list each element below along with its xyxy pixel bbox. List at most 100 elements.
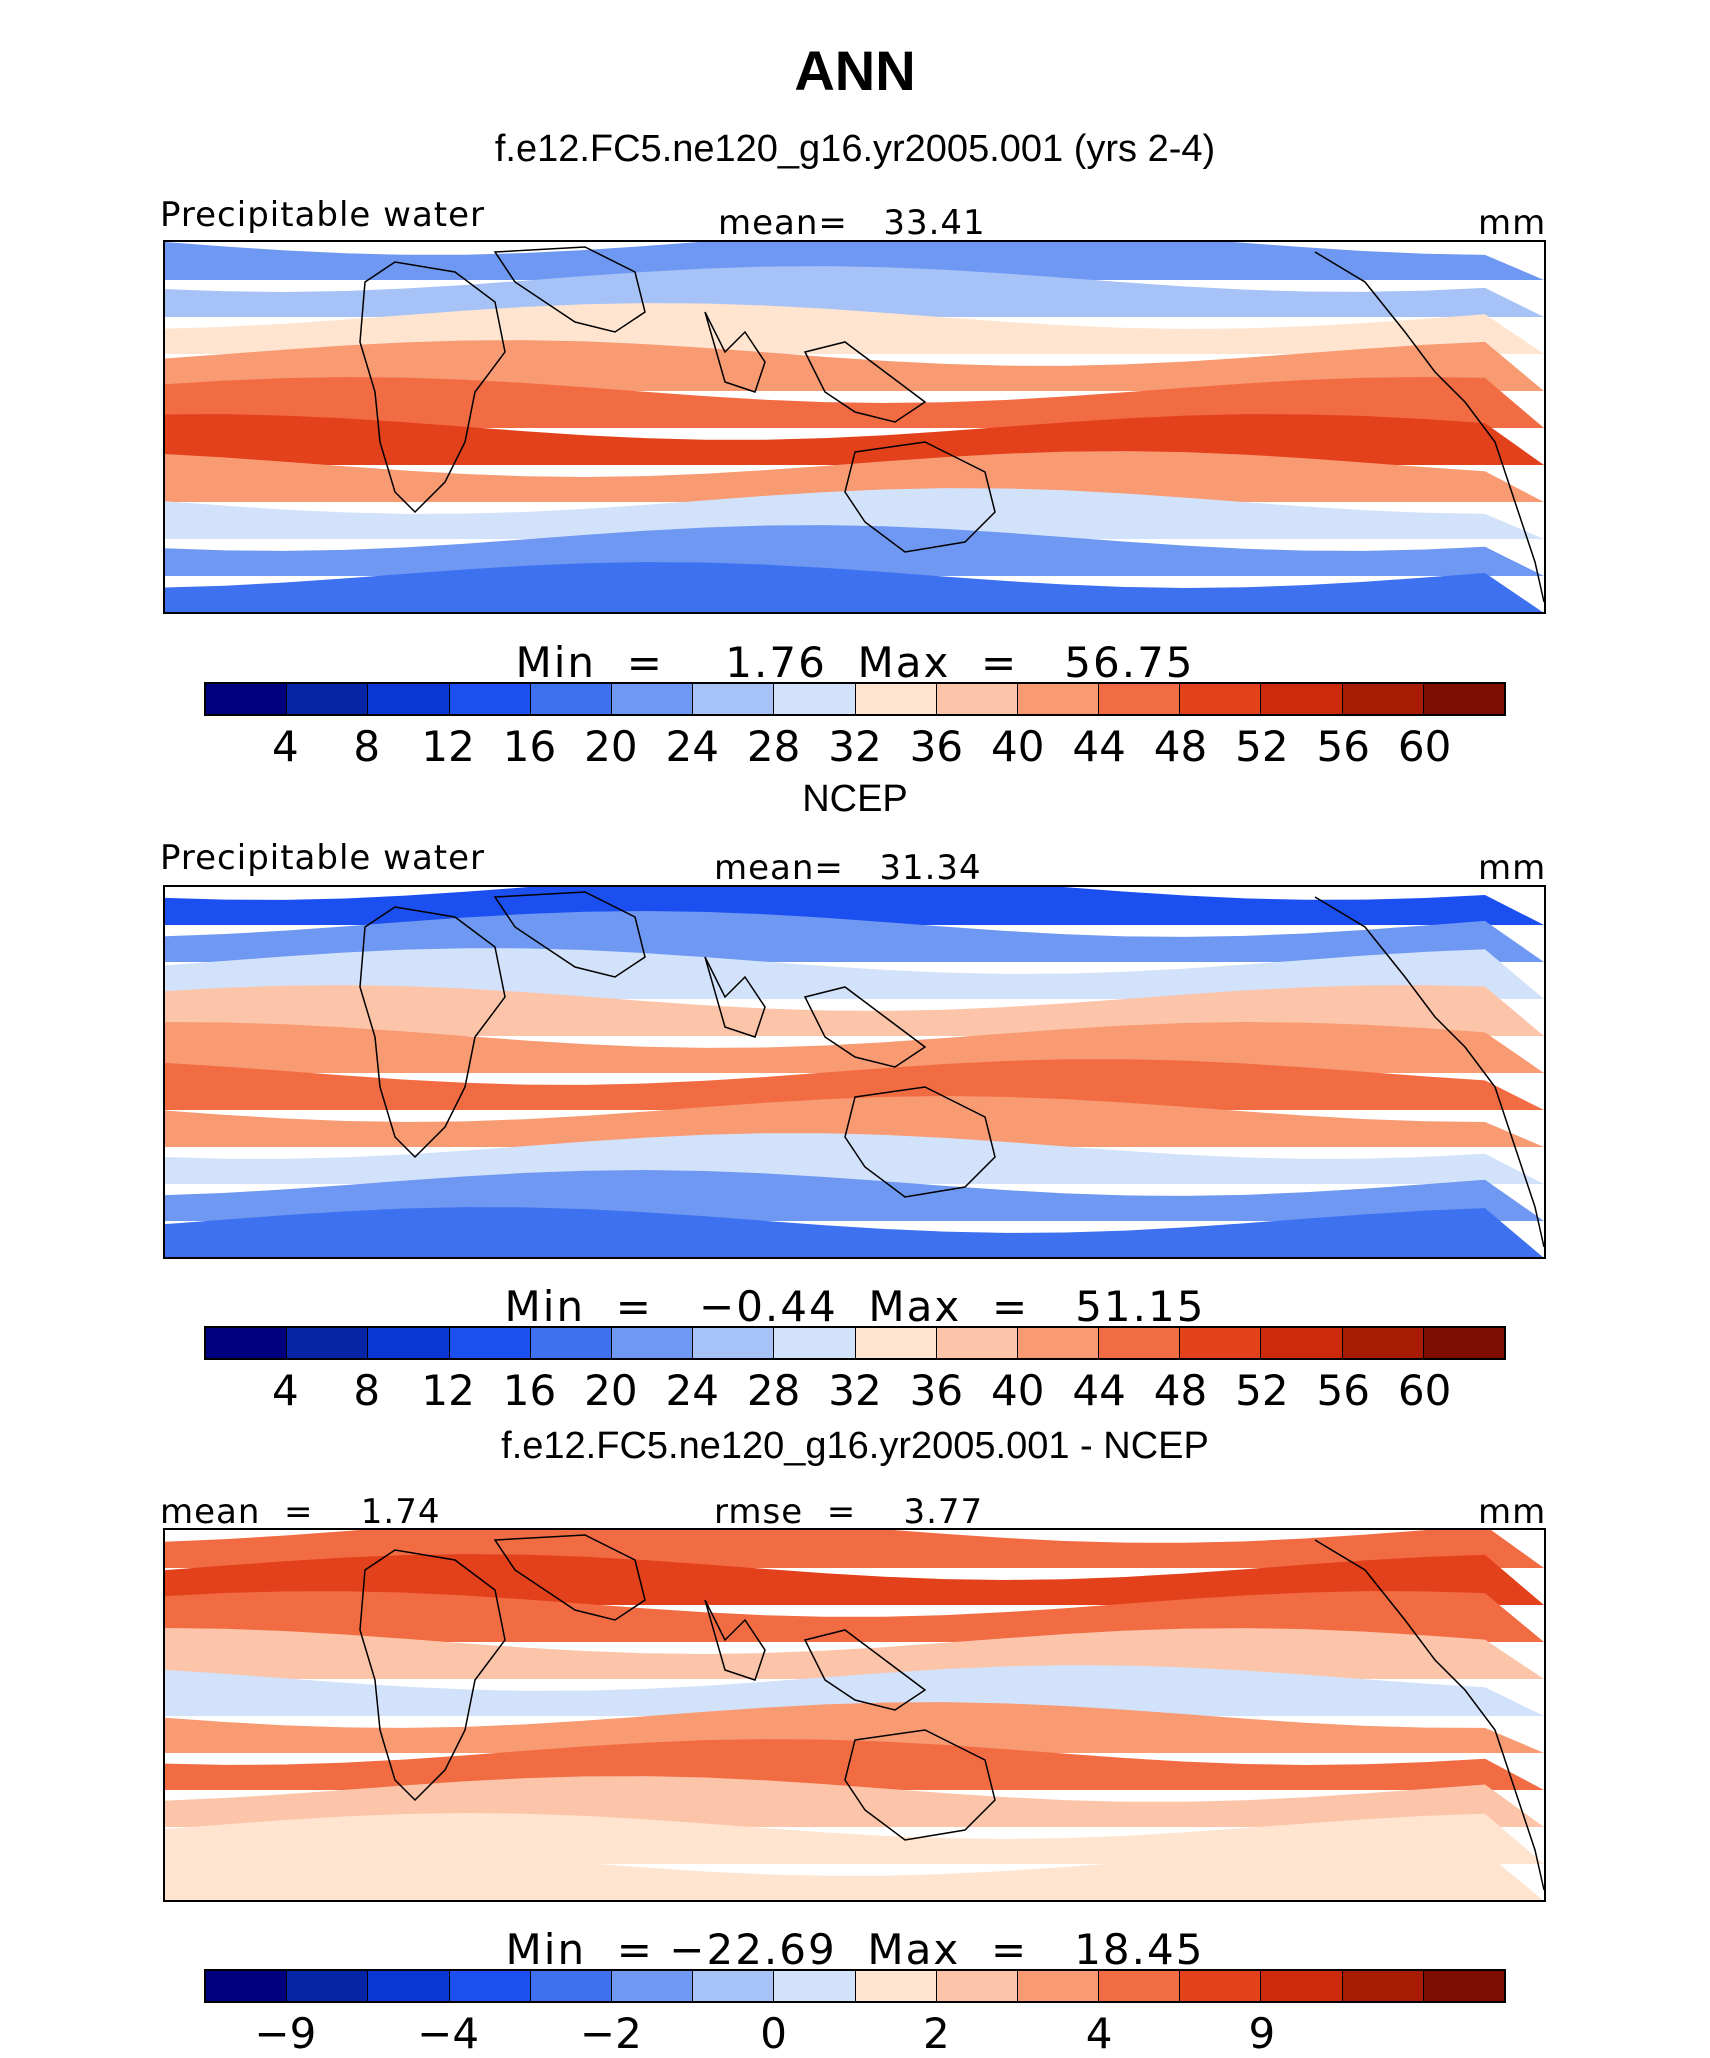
coastline [803, 341, 927, 423]
coastline [704, 1599, 766, 1681]
panel-model-map [163, 240, 1546, 614]
colorbar-swatch [855, 1328, 937, 1358]
contour-band [165, 414, 1544, 465]
colorbar-swatch [1261, 1328, 1343, 1358]
coastline [493, 1534, 646, 1621]
colorbar-swatch [449, 1971, 531, 2001]
coastline [359, 1549, 506, 1802]
contour-band [165, 242, 1544, 280]
contour-band [165, 1554, 1544, 1605]
colorbar-tick-label: 52 [1235, 1366, 1289, 1415]
colorbar-swatch [1017, 1328, 1100, 1358]
colorbar-swatch [1099, 1971, 1181, 2001]
main-title: ANN [794, 39, 916, 102]
colorbar-swatch [368, 1328, 450, 1358]
contour-band [165, 562, 1543, 612]
colorbar-swatch [1342, 1971, 1424, 2001]
contour-band [165, 451, 1544, 502]
panel-model-heading: f.e12.FC5.ne120_g16.yr2005.001 (yrs 2-4) [494, 128, 1216, 170]
coastline [704, 956, 766, 1038]
coastline [803, 986, 927, 1068]
panel-obs-mean-label: mean= 31.34 [714, 848, 982, 888]
colorbar-swatch [287, 684, 369, 714]
contour-band [165, 1628, 1544, 1679]
coastline [1314, 251, 1544, 603]
panel-model-colorbar [204, 682, 1506, 716]
contour-band [165, 525, 1544, 576]
colorbar-tick-label: 20 [584, 722, 638, 771]
colorbar-swatch [1017, 684, 1100, 714]
colorbar-tick-label: −9 [254, 2009, 317, 2058]
panel-model-units-label: mm [1478, 203, 1547, 243]
colorbar-tick-label: 44 [1072, 1366, 1126, 1415]
panel-diff-map [163, 1528, 1546, 1902]
colorbar-tick-label: 0 [760, 2009, 787, 2058]
colorbar-swatch [1423, 1971, 1504, 2001]
contour-band [165, 488, 1544, 539]
panel-obs-units-label: mm [1478, 848, 1547, 888]
panel-obs-variable-label: Precipitable water [160, 838, 486, 878]
contour-band [165, 340, 1544, 391]
colorbar-tick-label: 40 [991, 722, 1045, 771]
colorbar-tick-label: 4 [1085, 2009, 1113, 2058]
contour-band [165, 266, 1544, 317]
colorbar-swatch [206, 1971, 288, 2001]
coastline [1314, 896, 1544, 1248]
colorbar-swatch [936, 684, 1018, 714]
colorbar-swatch [530, 1328, 612, 1358]
colorbar-swatch [855, 1971, 937, 2001]
colorbar-swatch [1423, 684, 1504, 714]
colorbar-swatch [1099, 684, 1181, 714]
colorbar-swatch [611, 1971, 694, 2001]
colorbar-tick-label: 32 [828, 722, 882, 771]
colorbar-swatch [693, 1328, 775, 1358]
panel-obs-colorbar [204, 1326, 1506, 1360]
coastline [844, 1729, 996, 1841]
panel-model-minmax: Min = 1.76 Max = 56.75 [515, 638, 1195, 687]
panel-diff-mean-label: mean = 1.74 [160, 1492, 441, 1532]
colorbar-swatch [1180, 1971, 1262, 2001]
colorbar-swatch [1180, 684, 1262, 714]
colorbar-swatch [1342, 1328, 1424, 1358]
colorbar-tick-label: −2 [579, 2009, 642, 2058]
colorbar-swatch [1099, 1328, 1181, 1358]
coastline [493, 891, 646, 978]
colorbar-swatch [368, 684, 450, 714]
colorbar-tick-label: 2 [923, 2009, 950, 2058]
colorbar-swatch [206, 1328, 288, 1358]
colorbar-swatch [936, 1328, 1018, 1358]
contour-band [165, 377, 1544, 428]
panel-obs-colorbar-ticks: 4 8 12 16 20 24 28 32 36 40 44 48 52 56 60 [0, 1366, 1710, 1416]
colorbar-tick-label: 8 [353, 722, 381, 771]
colorbar-tick-label: 44 [1072, 722, 1126, 771]
colorbar-tick-label: 48 [1153, 1366, 1208, 1415]
colorbar-swatch [449, 684, 531, 714]
colorbar-tick-label: 28 [746, 722, 801, 771]
colorbar-tick-label: 12 [421, 1366, 475, 1415]
coastline [844, 441, 996, 553]
contour-band [165, 1207, 1543, 1257]
colorbar-swatch [611, 1328, 694, 1358]
colorbar-swatch [774, 1328, 856, 1358]
colorbar-tick-label: 12 [421, 722, 475, 771]
contour-band [165, 948, 1544, 999]
panel-diff-colorbar-ticks: −9 −4 −2 0 2 4 9 [0, 2009, 1710, 2058]
colorbar-swatch [1017, 1971, 1100, 2001]
colorbar-swatch [1423, 1328, 1504, 1358]
coastline [704, 311, 766, 393]
colorbar-swatch [1342, 684, 1424, 714]
panel-diff-colorbar [204, 1969, 1506, 2003]
colorbar-tick-label: 20 [584, 1366, 638, 1415]
contour-band [165, 1022, 1544, 1073]
colorbar-swatch [1261, 684, 1343, 714]
colorbar-tick-label: 24 [665, 722, 719, 771]
colorbar-tick-label: 36 [909, 722, 964, 771]
panel-obs-map [163, 885, 1546, 1259]
colorbar-tick-label: 60 [1397, 722, 1452, 771]
colorbar-swatch [936, 1971, 1018, 2001]
colorbar-swatch [693, 684, 775, 714]
colorbar-swatch [1180, 1328, 1262, 1358]
coastline [844, 1086, 996, 1198]
colorbar-tick-label: 48 [1153, 722, 1208, 771]
panel-diff-contour-field [165, 1530, 1544, 1900]
